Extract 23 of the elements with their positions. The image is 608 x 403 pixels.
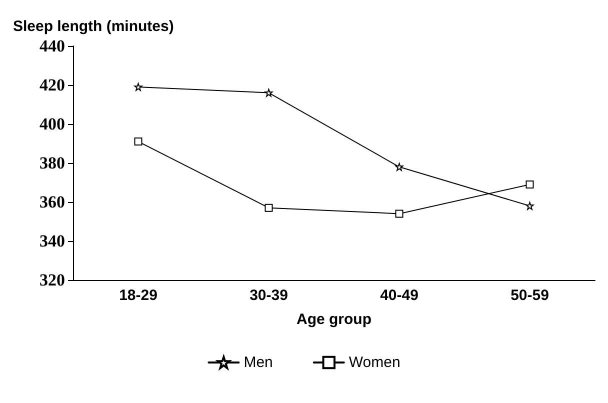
point: [134, 82, 142, 91]
point: [526, 180, 534, 188]
x-tick-label: 40-49: [380, 287, 418, 304]
y-tick-label: 420: [40, 76, 65, 94]
x-tick-label: 18-29: [119, 287, 158, 304]
point: [264, 88, 273, 97]
point: [264, 204, 273, 212]
point: [526, 202, 534, 210]
point: [395, 210, 404, 218]
legend-label: Women: [348, 354, 400, 371]
y-axis-title: Sleep length (minutes): [13, 18, 174, 35]
y-tick-label: 320: [40, 270, 65, 290]
point: [395, 162, 404, 171]
x-tick-label: 30-39: [250, 287, 288, 304]
y-tick-label: 340: [40, 232, 65, 250]
x-axis-title: Age group: [296, 311, 372, 328]
legend-label: Men: [244, 354, 273, 371]
y-tick-label: 360: [40, 192, 65, 212]
x-tick-label: 50-59: [510, 287, 549, 304]
y-tick-label: 380: [40, 154, 65, 172]
y-tick-label: 400: [40, 114, 65, 134]
point: [134, 138, 142, 146]
y-tick-label: 440: [40, 36, 65, 56]
